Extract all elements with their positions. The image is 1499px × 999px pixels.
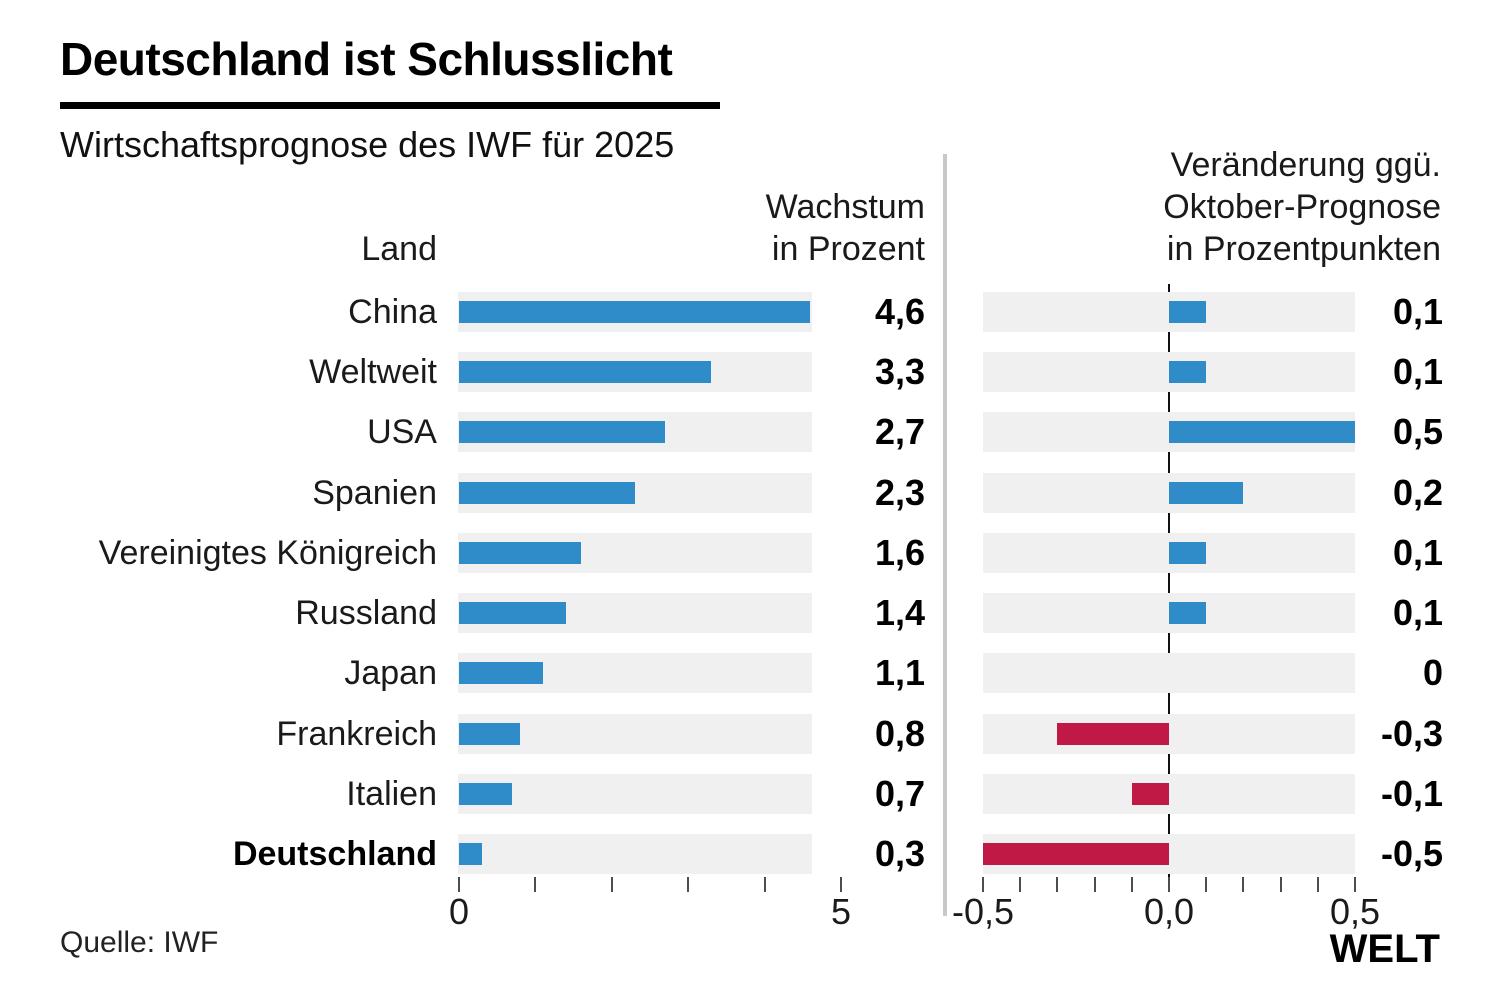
- change-axis-tick: [1131, 877, 1133, 892]
- change-axis-tick: [1317, 877, 1319, 892]
- growth-bar-russland: [459, 602, 566, 624]
- change-value-vereinigtes-k-nigreich: 0,1: [1392, 532, 1443, 573]
- change-bar-usa: [1169, 421, 1355, 443]
- country-label-italien: Italien: [346, 775, 437, 813]
- title-underline: [60, 102, 720, 109]
- country-label-deutschland: Deutschland: [232, 835, 437, 873]
- change-value-spanien: 0,2: [1392, 472, 1443, 513]
- column-header-growth-line1: Wachstum: [765, 188, 925, 226]
- change-axis-tick: [1242, 877, 1244, 892]
- growth-bar-china: [459, 301, 810, 323]
- country-label-vereinigtes-k-nigreich: Vereinigtes Königreich: [98, 534, 437, 572]
- change-value-china: 0,1: [1392, 291, 1443, 332]
- subtitle: Wirtschaftsprognose des IWF für 2025: [60, 124, 675, 165]
- change-bar-frankreich: [1057, 723, 1169, 745]
- change-axis-label: 0,0: [1143, 891, 1195, 932]
- growth-value-frankreich: 0,8: [874, 713, 925, 754]
- welt-logo: WELT: [1329, 927, 1440, 971]
- growth-bar-weltweit: [459, 361, 711, 383]
- growth-value-japan: 1,1: [874, 652, 925, 693]
- growth-bar-deutschland: [459, 843, 482, 865]
- change-bar-deutschland: [983, 843, 1169, 865]
- growth-axis-tick: [534, 877, 536, 892]
- growth-axis-tick: [687, 877, 689, 892]
- growth-value-italien: 0,7: [874, 773, 925, 814]
- source-note: Quelle: IWF: [60, 926, 219, 959]
- growth-value-spanien: 2,3: [874, 472, 925, 513]
- growth-value-vereinigtes-k-nigreich: 1,6: [874, 532, 925, 573]
- change-bar-spanien: [1169, 482, 1243, 504]
- column-header-change-line3: in Prozentpunkten: [1166, 230, 1441, 268]
- change-axis-tick: [982, 877, 984, 892]
- growth-value-usa: 2,7: [874, 411, 925, 452]
- growth-bar-japan: [459, 662, 543, 684]
- column-header-change-line2: Oktober-Prognose: [1163, 188, 1441, 226]
- change-axis-tick: [1280, 877, 1282, 892]
- column-header-growth: Wachstum in Prozent: [766, 186, 925, 270]
- change-value-russland: 0,1: [1392, 592, 1443, 633]
- change-value-japan: 0: [1422, 652, 1443, 693]
- column-header-land: Land: [361, 230, 437, 268]
- growth-track-italien: [458, 774, 812, 814]
- growth-axis-label: 0: [448, 891, 470, 932]
- change-axis-tick: [1094, 877, 1096, 892]
- growth-axis-tick: [611, 877, 613, 892]
- growth-value-russland: 1,4: [874, 592, 925, 633]
- country-label-china: China: [348, 293, 437, 331]
- growth-value-deutschland: 0,3: [874, 833, 925, 874]
- growth-bar-italien: [459, 783, 512, 805]
- change-axis-tick: [1019, 877, 1021, 892]
- growth-axis-tick: [764, 877, 766, 892]
- change-axis-label: 0,5: [1329, 891, 1381, 932]
- change-value-deutschland: -0,5: [1380, 833, 1443, 874]
- change-track-italien: [983, 774, 1355, 814]
- change-value-italien: -0,1: [1380, 773, 1443, 814]
- change-axis-tick: [1354, 877, 1356, 892]
- change-track-japan: [983, 653, 1355, 693]
- country-label-japan: Japan: [344, 654, 437, 692]
- change-value-frankreich: -0,3: [1380, 713, 1443, 754]
- growth-bar-frankreich: [459, 723, 520, 745]
- country-label-usa: USA: [367, 413, 437, 451]
- chart-divider: [943, 154, 947, 916]
- country-label-spanien: Spanien: [312, 474, 437, 512]
- change-axis-tick: [1168, 877, 1170, 892]
- growth-bar-vereinigtes-k-nigreich: [459, 542, 581, 564]
- zero-line: [1168, 284, 1170, 877]
- growth-axis-tick: [840, 877, 842, 892]
- growth-bar-usa: [459, 421, 665, 443]
- country-label-frankreich: Frankreich: [276, 715, 437, 753]
- change-axis-label: -0,5: [951, 891, 1015, 932]
- column-header-growth-line2: in Prozent: [771, 230, 925, 268]
- change-axis-tick: [1056, 877, 1058, 892]
- change-bar-russland: [1169, 602, 1206, 624]
- change-track-frankreich: [983, 714, 1355, 754]
- growth-axis-label: 5: [830, 891, 852, 932]
- change-bar-china: [1169, 301, 1206, 323]
- country-label-russland: Russland: [295, 594, 437, 632]
- growth-value-china: 4,6: [874, 291, 925, 332]
- growth-value-weltweit: 3,3: [874, 351, 925, 392]
- growth-axis-tick: [458, 877, 460, 892]
- country-label-weltweit: Weltweit: [309, 353, 437, 391]
- growth-bar-spanien: [459, 482, 635, 504]
- change-bar-italien: [1132, 783, 1169, 805]
- change-value-usa: 0,5: [1392, 411, 1443, 452]
- page-title: Deutschland ist Schlusslicht: [60, 33, 673, 85]
- change-axis-tick: [1205, 877, 1207, 892]
- growth-track-deutschland: [458, 834, 812, 874]
- column-header-change-line1: Veränderung ggü.: [1170, 146, 1441, 184]
- column-header-change: Veränderung ggü. Oktober-Prognose in Pro…: [1163, 144, 1441, 270]
- change-value-weltweit: 0,1: [1392, 351, 1443, 392]
- change-bar-vereinigtes-k-nigreich: [1169, 542, 1206, 564]
- change-bar-weltweit: [1169, 361, 1206, 383]
